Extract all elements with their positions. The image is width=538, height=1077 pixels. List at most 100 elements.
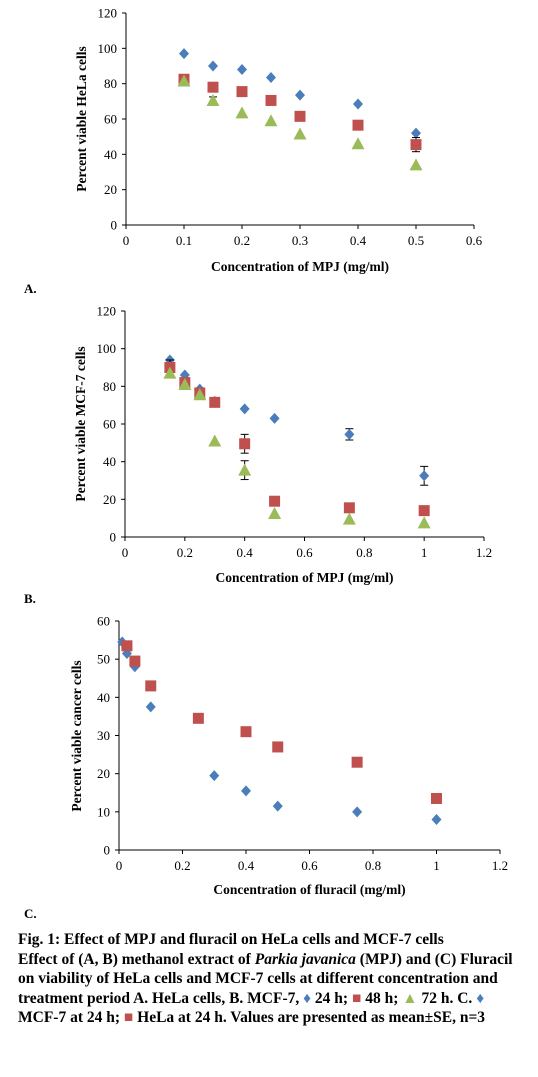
data-point-diamond [208,60,218,72]
data-point-square [129,655,141,667]
caption-legend-48h: 48 h; [361,989,403,1007]
data-point-triangle [178,377,192,390]
data-point-diamond [129,661,140,673]
data-point-square [294,110,306,122]
square-legend-icon: ■ [123,1009,134,1026]
data-point-square [272,741,284,753]
panel-label-c: C. [24,906,37,921]
data-point-square [265,94,277,106]
diamond-legend-icon: ♦ [303,989,312,1007]
data-point-diamond [145,701,156,713]
data-point-square [240,726,252,738]
data-point-triangle [193,388,207,401]
data-point-square [236,86,248,98]
data-point-triangle [238,463,252,476]
figure-caption: Fig. 1: Effect of MPJ and fluracil on He… [18,930,528,1028]
chart-panel-a: 0 20 40 60 80 100 120 0 0.1 0.2 0.3 0.4 0.5 0.6 Concen… [74,6,483,275]
y-tick-label: 0 [111,218,118,233]
data-point-triangle [163,366,177,379]
x-tick-label: 0 [122,545,129,560]
data-point-diamond [239,403,250,415]
triangle-legend-icon: ▲ [402,989,418,1007]
data-point-square [343,502,355,514]
caption-body-b: (MPJ) and (C) Fluracil on viability of H… [18,950,513,1007]
x-tick-label: 0 [116,858,123,873]
x-tick-label: 0.2 [177,545,193,560]
data-point-triangle [177,74,191,87]
data-point-triangle [417,516,431,529]
x-tick-label: 1.2 [476,545,492,560]
y-tick-label: 10 [97,804,110,819]
x-tick-label: 0.6 [296,545,313,560]
caption-legend-24h: 24 h; [311,989,352,1007]
y-tick-label: 80 [104,76,117,91]
y-axis-label: Percent viable cancer cells [69,660,84,811]
data-point-square [351,756,363,768]
data-point-diamond [411,127,421,139]
caption-legend-hela: HeLa at 24 h. Values are presented as me… [133,1009,486,1026]
y-tick-label: 0 [110,530,117,545]
y-tick-label: 60 [104,112,117,127]
square-legend-icon: ■ [351,989,362,1007]
x-tick-label: 0 [123,233,130,248]
data-point-triangle [268,506,282,519]
data-point-diamond [209,770,220,782]
data-point-square [239,438,251,450]
data-point-triangle [208,434,222,447]
data-point-triangle [342,512,356,525]
data-point-diamond [295,89,305,101]
panel-label-b: B. [24,591,36,606]
data-point-triangle [235,106,249,119]
data-point-square [431,792,442,804]
data-point-triangle [206,93,220,106]
y-tick-label: 40 [103,454,116,469]
x-tick-label: 0.4 [237,545,254,560]
data-point-square [121,640,133,652]
y-axis-label: Percent viable HeLa cells [74,46,89,192]
x-tick-label: 0.6 [466,233,483,248]
data-point-triangle [351,137,365,150]
y-tick-label: 120 [97,304,117,319]
data-point-diamond [241,785,251,797]
x-tick-label: 0.8 [365,858,381,873]
x-tick-label: 0.4 [350,233,367,248]
data-point-diamond [344,428,355,440]
x-tick-label: 1 [433,858,440,873]
x-tick-label: 0.6 [301,858,318,873]
data-point-square [209,396,221,408]
caption-legend-mcf7: MCF-7 at 24 h; [18,1009,124,1026]
x-tick-label: 1.2 [492,858,508,873]
data-point-diamond [237,64,247,76]
data-point-diamond [353,98,363,110]
data-point-diamond [431,813,442,825]
x-tick-label: 0.3 [292,233,308,248]
x-tick-label: 0.8 [356,545,372,560]
data-point-square [192,712,204,724]
y-tick-label: 100 [98,41,118,56]
caption-title: Fig. 1: Effect of MPJ and fluracil on He… [18,931,444,948]
x-axis-label: Concentration of MPJ (mg/ml) [211,259,389,274]
y-tick-label: 50 [97,652,110,667]
y-tick-label: 20 [103,492,116,507]
x-tick-label: 0.2 [174,858,190,873]
y-tick-label: 0 [104,843,111,858]
chart-panel-b: 0 20 40 60 80 100 120 0 0.2 0.4 0.6 0.8 1 1.2 Concentr… [73,304,492,586]
y-tick-label: 30 [97,728,110,743]
x-tick-label: 0.2 [234,233,250,248]
x-axis-label: Concentration of MPJ (mg/ml) [215,570,393,585]
x-tick-label: 0.1 [176,233,192,248]
panel-label-a: A. [24,281,37,296]
data-point-square [269,495,281,507]
data-point-square [410,139,422,151]
x-tick-label: 1 [421,545,428,560]
y-tick-label: 100 [97,341,117,356]
data-point-diamond [179,48,189,60]
y-tick-label: 40 [97,690,110,705]
caption-species: Parkia javanica [254,950,356,968]
data-point-triangle [264,114,278,127]
data-point-diamond [419,470,430,482]
x-tick-label: 0.4 [238,858,255,873]
y-tick-label: 80 [103,379,116,394]
data-point-triangle [409,158,423,171]
x-axis-label: Concentration of fluracil (mg/ml) [213,882,405,897]
